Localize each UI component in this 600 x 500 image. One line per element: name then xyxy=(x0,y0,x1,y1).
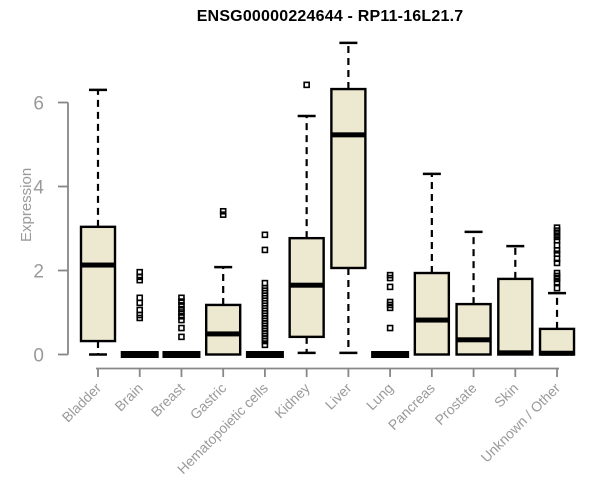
outlier-point xyxy=(553,278,561,286)
iqr-box xyxy=(79,225,117,343)
boxplot-lung xyxy=(371,271,410,358)
x-tick-label: Unknown / Other xyxy=(478,380,564,466)
outlier-point xyxy=(219,207,227,215)
x-tick-label: Skin xyxy=(491,380,522,411)
x-tick-label: Kidney xyxy=(271,380,313,422)
outlier-point xyxy=(261,231,269,239)
outlier-point xyxy=(178,312,185,320)
boxplot-breast xyxy=(162,294,201,358)
outlier-point xyxy=(386,274,394,282)
boxplot-bladder xyxy=(79,88,117,356)
y-tick-label: 6 xyxy=(33,94,44,115)
outlier-point xyxy=(553,284,561,292)
outlier-point xyxy=(178,302,185,309)
iqr-box xyxy=(497,277,534,356)
outlier-point xyxy=(178,298,185,305)
iqr-box xyxy=(204,303,242,356)
outlier-point xyxy=(553,275,561,283)
outlier-point xyxy=(553,247,561,254)
median-line xyxy=(540,350,575,356)
outlier-point xyxy=(303,81,310,89)
collapsed-box xyxy=(371,351,410,358)
median-line xyxy=(81,262,115,268)
outlier-point xyxy=(261,341,269,349)
outlier-point xyxy=(261,337,269,345)
outlier-point xyxy=(178,324,185,332)
outlier-point xyxy=(136,314,144,322)
outlier-point xyxy=(386,283,394,291)
median-line xyxy=(456,337,491,343)
outlier-point xyxy=(178,309,185,316)
outlier-point xyxy=(386,324,394,332)
outlier-point xyxy=(553,230,561,237)
chart-title: ENSG00000224644 - RP11-16L21.7 xyxy=(196,8,464,25)
x-tick-label: Breast xyxy=(148,380,188,420)
y-tick-label: 2 xyxy=(33,262,44,283)
median-line xyxy=(414,317,449,323)
boxplot-hematopoietic-cells xyxy=(245,231,284,358)
x-tick-label: Lung xyxy=(363,380,396,413)
boxplot-gastric xyxy=(204,207,242,356)
outlier-point xyxy=(386,304,394,312)
iqr-box xyxy=(538,327,576,356)
median-line xyxy=(498,350,533,356)
median-line xyxy=(289,282,324,288)
boxplot-kidney xyxy=(288,81,325,355)
iqr-box xyxy=(330,87,367,270)
outlier-point xyxy=(553,233,561,241)
outlier-point xyxy=(136,299,144,307)
y-tick-label: 0 xyxy=(33,346,44,367)
boxplot-unknown-other xyxy=(538,224,576,356)
iqr-box xyxy=(413,271,451,356)
x-tick-label: Bladder xyxy=(59,380,105,426)
iqr-box xyxy=(455,302,492,356)
y-tick-label: 4 xyxy=(33,178,44,199)
collapsed-box xyxy=(120,351,159,358)
outlier-point xyxy=(178,294,185,302)
boxplot-brain xyxy=(120,268,159,358)
outlier-point xyxy=(136,273,144,281)
x-tick-label: Liver xyxy=(322,380,355,413)
boxplot-liver xyxy=(330,41,367,355)
boxplot-prostate xyxy=(455,230,492,356)
median-line xyxy=(206,331,241,337)
boxplot-pancreas xyxy=(413,172,451,356)
outlier-point xyxy=(219,211,227,218)
outlier-point xyxy=(178,333,185,341)
collapsed-box xyxy=(245,351,284,358)
collapsed-box xyxy=(162,351,201,358)
outlier-point xyxy=(178,316,185,324)
outlier-point xyxy=(553,259,561,267)
outlier-point xyxy=(136,276,144,284)
x-tick-label: Prostate xyxy=(432,380,480,428)
median-line xyxy=(331,132,366,138)
outlier-point xyxy=(178,305,185,313)
x-tick-label: Brain xyxy=(111,380,145,414)
boxplot-skin xyxy=(497,244,534,356)
outlier-point xyxy=(261,246,269,254)
